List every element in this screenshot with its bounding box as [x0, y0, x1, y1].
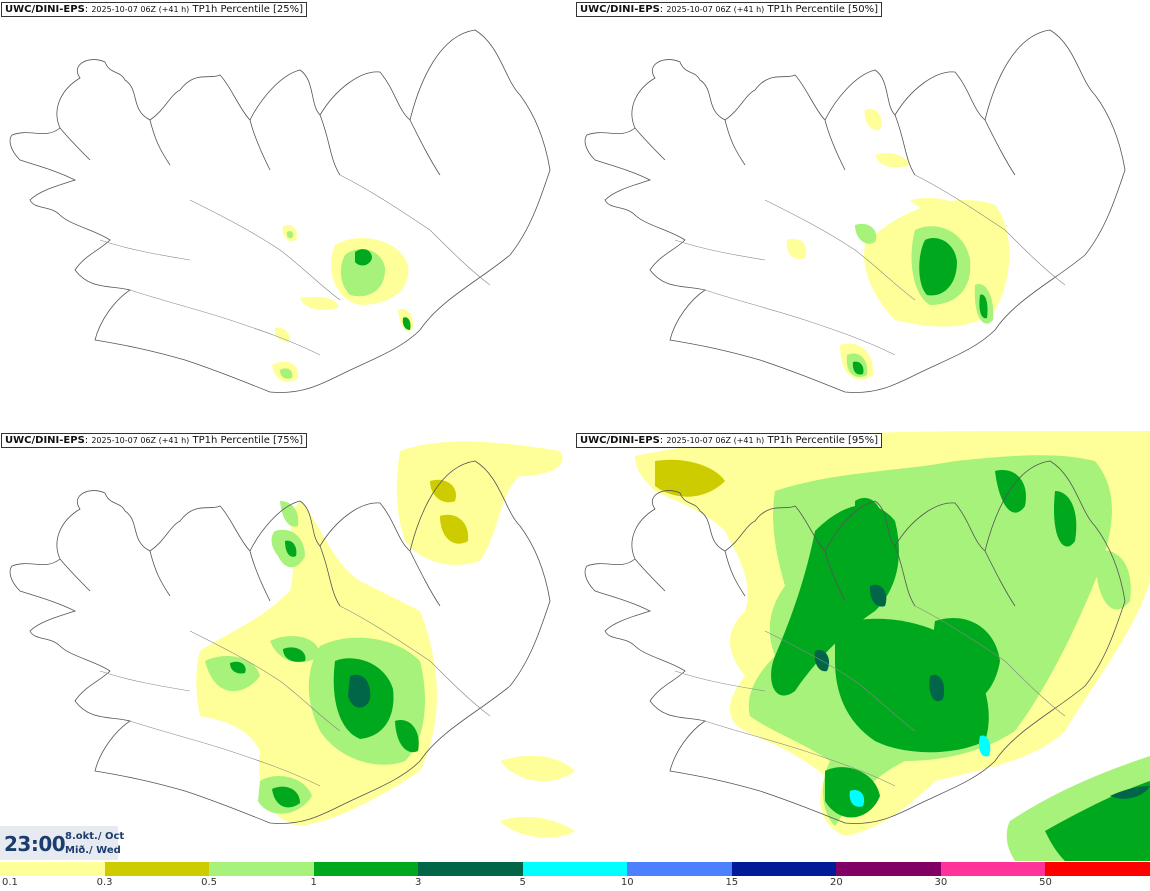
scale-label: 0.5: [201, 877, 218, 888]
scale-label: 20: [829, 877, 843, 888]
valid-time: 23:00: [4, 832, 66, 856]
map-panel-p50: UWC/DINI-EPS: 2025-10-07 06Z (+41 h) TP1…: [575, 0, 1150, 430]
color-swatch: [627, 862, 732, 876]
map-panel-p95: UWC/DINI-EPS: 2025-10-07 06Z (+41 h) TP1…: [575, 431, 1150, 861]
panel-title-p50: UWC/DINI-EPS: 2025-10-07 06Z (+41 h) TP1…: [576, 2, 883, 17]
valid-day: Mið./ Wed: [65, 845, 121, 856]
precip-map-p50: [584, 29, 1126, 393]
scale-label: 50: [1039, 877, 1052, 888]
valid-time-box: 23:00 8.okt./ Oct Mið./ Wed: [0, 826, 124, 860]
color-swatch: [836, 862, 941, 876]
color-swatch: [1045, 862, 1150, 876]
roads: [99, 174, 491, 356]
precip-fill: [635, 431, 1150, 861]
color-swatch: [313, 862, 419, 876]
scale-label: 1: [310, 877, 317, 888]
color-swatch: [418, 862, 523, 876]
color-swatch: [0, 862, 105, 876]
precip-fill: [272, 224, 414, 382]
color-scale-labels: 0.1 0.3 0.5 1 3 5 10 15 20 30 50: [0, 876, 1150, 891]
roads: [99, 605, 491, 787]
valid-date: 8.okt./ Oct: [65, 831, 125, 842]
precip-map-p75: [9, 441, 575, 838]
map-panel-p75: UWC/DINI-EPS: 2025-10-07 06Z (+41 h) TP1…: [0, 431, 575, 861]
color-swatch: [940, 862, 1046, 876]
panel-title-p95: UWC/DINI-EPS: 2025-10-07 06Z (+41 h) TP1…: [576, 433, 883, 448]
scale-label: 5: [519, 877, 526, 888]
color-swatch: [209, 862, 314, 876]
coastline: [584, 29, 1126, 393]
precip-fill: [786, 108, 1010, 380]
scale-label: 3: [414, 877, 422, 888]
coastline: [9, 460, 551, 824]
color-swatch: [104, 862, 210, 876]
scale-label: 0.3: [96, 877, 113, 888]
roads: [674, 605, 1066, 787]
roads: [674, 174, 1066, 356]
scale-label: 15: [725, 877, 739, 888]
coastline: [9, 29, 551, 393]
scale-label: 30: [934, 877, 948, 888]
precip-fill: [196, 441, 575, 838]
panel-title-p75: UWC/DINI-EPS: 2025-10-07 06Z (+41 h) TP1…: [1, 433, 308, 448]
color-swatch: [522, 862, 628, 876]
precip-map-p95: [584, 431, 1150, 861]
panel-title-p25: UWC/DINI-EPS: 2025-10-07 06Z (+41 h) TP1…: [1, 2, 308, 17]
coastline: [584, 460, 1126, 824]
precip-map-p25: [9, 29, 551, 393]
map-panel-p25: UWC/DINI-EPS: 2025-10-07 06Z (+41 h) TP1…: [0, 0, 575, 430]
color-scale-bar: [0, 862, 1150, 876]
color-swatch: [731, 862, 837, 876]
scale-label: 10: [620, 877, 634, 888]
scale-label: 0.1: [2, 877, 18, 888]
